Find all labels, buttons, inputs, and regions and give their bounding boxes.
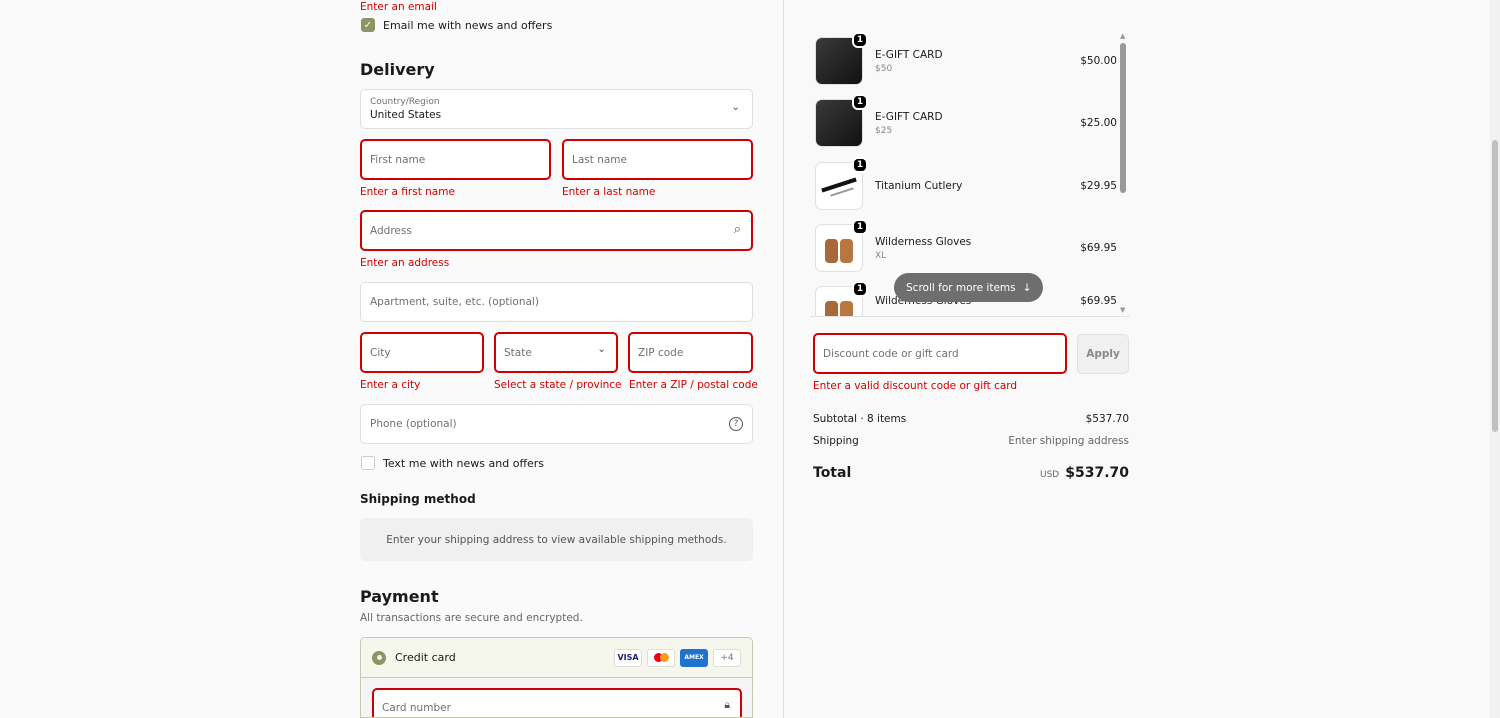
state-select[interactable]: State ⌄: [494, 332, 618, 373]
last-name-error: Enter a last name: [562, 186, 656, 198]
check-icon[interactable]: ✓: [361, 18, 375, 32]
checkbox[interactable]: [361, 456, 375, 470]
mastercard-icon: [647, 648, 675, 667]
item-price: $50.00: [1080, 55, 1117, 67]
radio-selected-icon[interactable]: [372, 650, 386, 665]
total-label: Total: [813, 465, 852, 481]
apartment-input[interactable]: Apartment, suite, etc. (optional): [360, 282, 753, 322]
country-label: Country/Region: [370, 97, 440, 107]
total-row: USD $537.70: [1040, 465, 1129, 481]
quantity-badge: 1: [852, 219, 868, 235]
shipping-label: Shipping: [813, 435, 859, 447]
gift-card-image: 1: [815, 32, 868, 85]
delivery-title: Delivery: [360, 60, 435, 79]
total-value: $537.70: [1065, 465, 1129, 481]
gloves-image: 1: [815, 282, 868, 316]
scroll-more-button[interactable]: Scroll for more items ↓: [894, 273, 1044, 302]
item-variant: XL: [875, 250, 887, 261]
state-error: Select a state / province: [494, 379, 622, 391]
newsletter-label: Email me with news and offers: [383, 18, 553, 32]
state-placeholder: State: [504, 346, 532, 359]
chevron-down-icon: ⌄: [597, 343, 606, 355]
cart-item: 1 Wilderness Gloves XL $69.95: [815, 219, 1117, 272]
item-name: E-GIFT CARD: [875, 110, 943, 123]
subtotal-label: Subtotal · 8 items: [813, 413, 907, 425]
item-variant: $25: [875, 125, 893, 136]
address-placeholder: Address: [370, 224, 412, 237]
item-name: Wilderness Gloves: [875, 235, 972, 248]
cart-scrollbar-thumb[interactable]: [1120, 43, 1126, 193]
gift-card-image: 1: [815, 94, 868, 147]
item-price: $69.95: [1080, 295, 1117, 307]
search-icon: ⌕: [733, 222, 741, 237]
discount-input[interactable]: Discount code or gift card: [813, 333, 1067, 374]
email-error: Enter an email: [360, 1, 437, 13]
item-variant: $50: [875, 63, 893, 74]
card-number-placeholder: Card number: [382, 702, 451, 714]
cart-item: 1 E-GIFT CARD $50 $50.00: [815, 32, 1117, 85]
scroll-hint-label: Scroll for more items: [906, 281, 1016, 294]
cart-item: 1 Titanium Cutlery $29.95: [815, 157, 1117, 210]
lock-icon: 🔒︎: [724, 699, 730, 711]
payment-title: Payment: [360, 587, 439, 606]
subtotal-value: $537.70: [1085, 413, 1129, 425]
zip-input[interactable]: ZIP code: [628, 332, 753, 373]
address-input[interactable]: Address ⌕: [360, 210, 753, 251]
last-name-input[interactable]: Last name: [562, 139, 753, 180]
shipping-method-title: Shipping method: [360, 492, 476, 506]
item-name: E-GIFT CARD: [875, 48, 943, 61]
phone-placeholder: Phone (optional): [370, 418, 457, 430]
item-price: $69.95: [1080, 242, 1117, 254]
credit-card-option[interactable]: Credit card VISA AMEX +4: [361, 638, 752, 678]
payment-subtitle: All transactions are secure and encrypte…: [360, 612, 583, 624]
more-brands: +4: [713, 648, 741, 667]
amex-icon: AMEX: [680, 648, 708, 667]
payment-method-box: Credit card VISA AMEX +4 Card number 🔒︎: [360, 637, 753, 718]
quantity-badge: 1: [852, 32, 868, 48]
help-icon[interactable]: ?: [729, 417, 743, 431]
card-number-input[interactable]: Card number 🔒︎: [372, 688, 742, 717]
item-price: $25.00: [1080, 117, 1117, 129]
column-divider: [783, 0, 784, 718]
sms-label: Text me with news and offers: [383, 456, 545, 470]
page-scrollbar-thumb[interactable]: [1492, 140, 1498, 432]
item-price: $29.95: [1080, 180, 1117, 192]
first-name-input[interactable]: First name: [360, 139, 551, 180]
sms-checkbox-row[interactable]: Text me with news and offers: [361, 456, 544, 470]
country-value: United States: [370, 109, 442, 121]
zip-error: Enter a ZIP / postal code: [629, 379, 758, 391]
shipping-value: Enter shipping address: [1008, 435, 1129, 447]
country-select[interactable]: Country/Region United States ⌄: [360, 89, 753, 129]
item-name: Titanium Cutlery: [875, 180, 963, 192]
apply-button[interactable]: Apply: [1077, 334, 1129, 374]
chevron-down-icon: ⌄: [731, 101, 740, 113]
quantity-badge: 1: [852, 282, 868, 297]
quantity-badge: 1: [852, 94, 868, 110]
newsletter-checkbox-row[interactable]: ✓ Email me with news and offers: [361, 18, 552, 32]
cart-item: 1 E-GIFT CARD $25 $25.00: [815, 94, 1117, 147]
scroll-down-arrow[interactable]: ▼: [1120, 306, 1126, 314]
first-name-error: Enter a first name: [360, 186, 455, 198]
phone-input[interactable]: Phone (optional) ?: [360, 404, 753, 444]
shipping-notice: Enter your shipping address to view avai…: [360, 518, 753, 561]
currency-code: USD: [1040, 470, 1060, 480]
city-error: Enter a city: [360, 379, 421, 391]
visa-icon: VISA: [614, 648, 642, 667]
arrow-down-icon: ↓: [1022, 281, 1032, 294]
cart-items-list[interactable]: [810, 30, 1130, 317]
address-error: Enter an address: [360, 257, 450, 269]
cutlery-image: 1: [815, 157, 868, 210]
credit-card-label: Credit card: [395, 651, 456, 664]
page-scrollbar[interactable]: [1490, 0, 1500, 718]
scroll-up-arrow[interactable]: ▲: [1120, 32, 1126, 40]
discount-error: Enter a valid discount code or gift card: [813, 380, 1018, 392]
city-input[interactable]: City: [360, 332, 484, 373]
gloves-image: 1: [815, 219, 868, 272]
quantity-badge: 1: [852, 157, 868, 173]
